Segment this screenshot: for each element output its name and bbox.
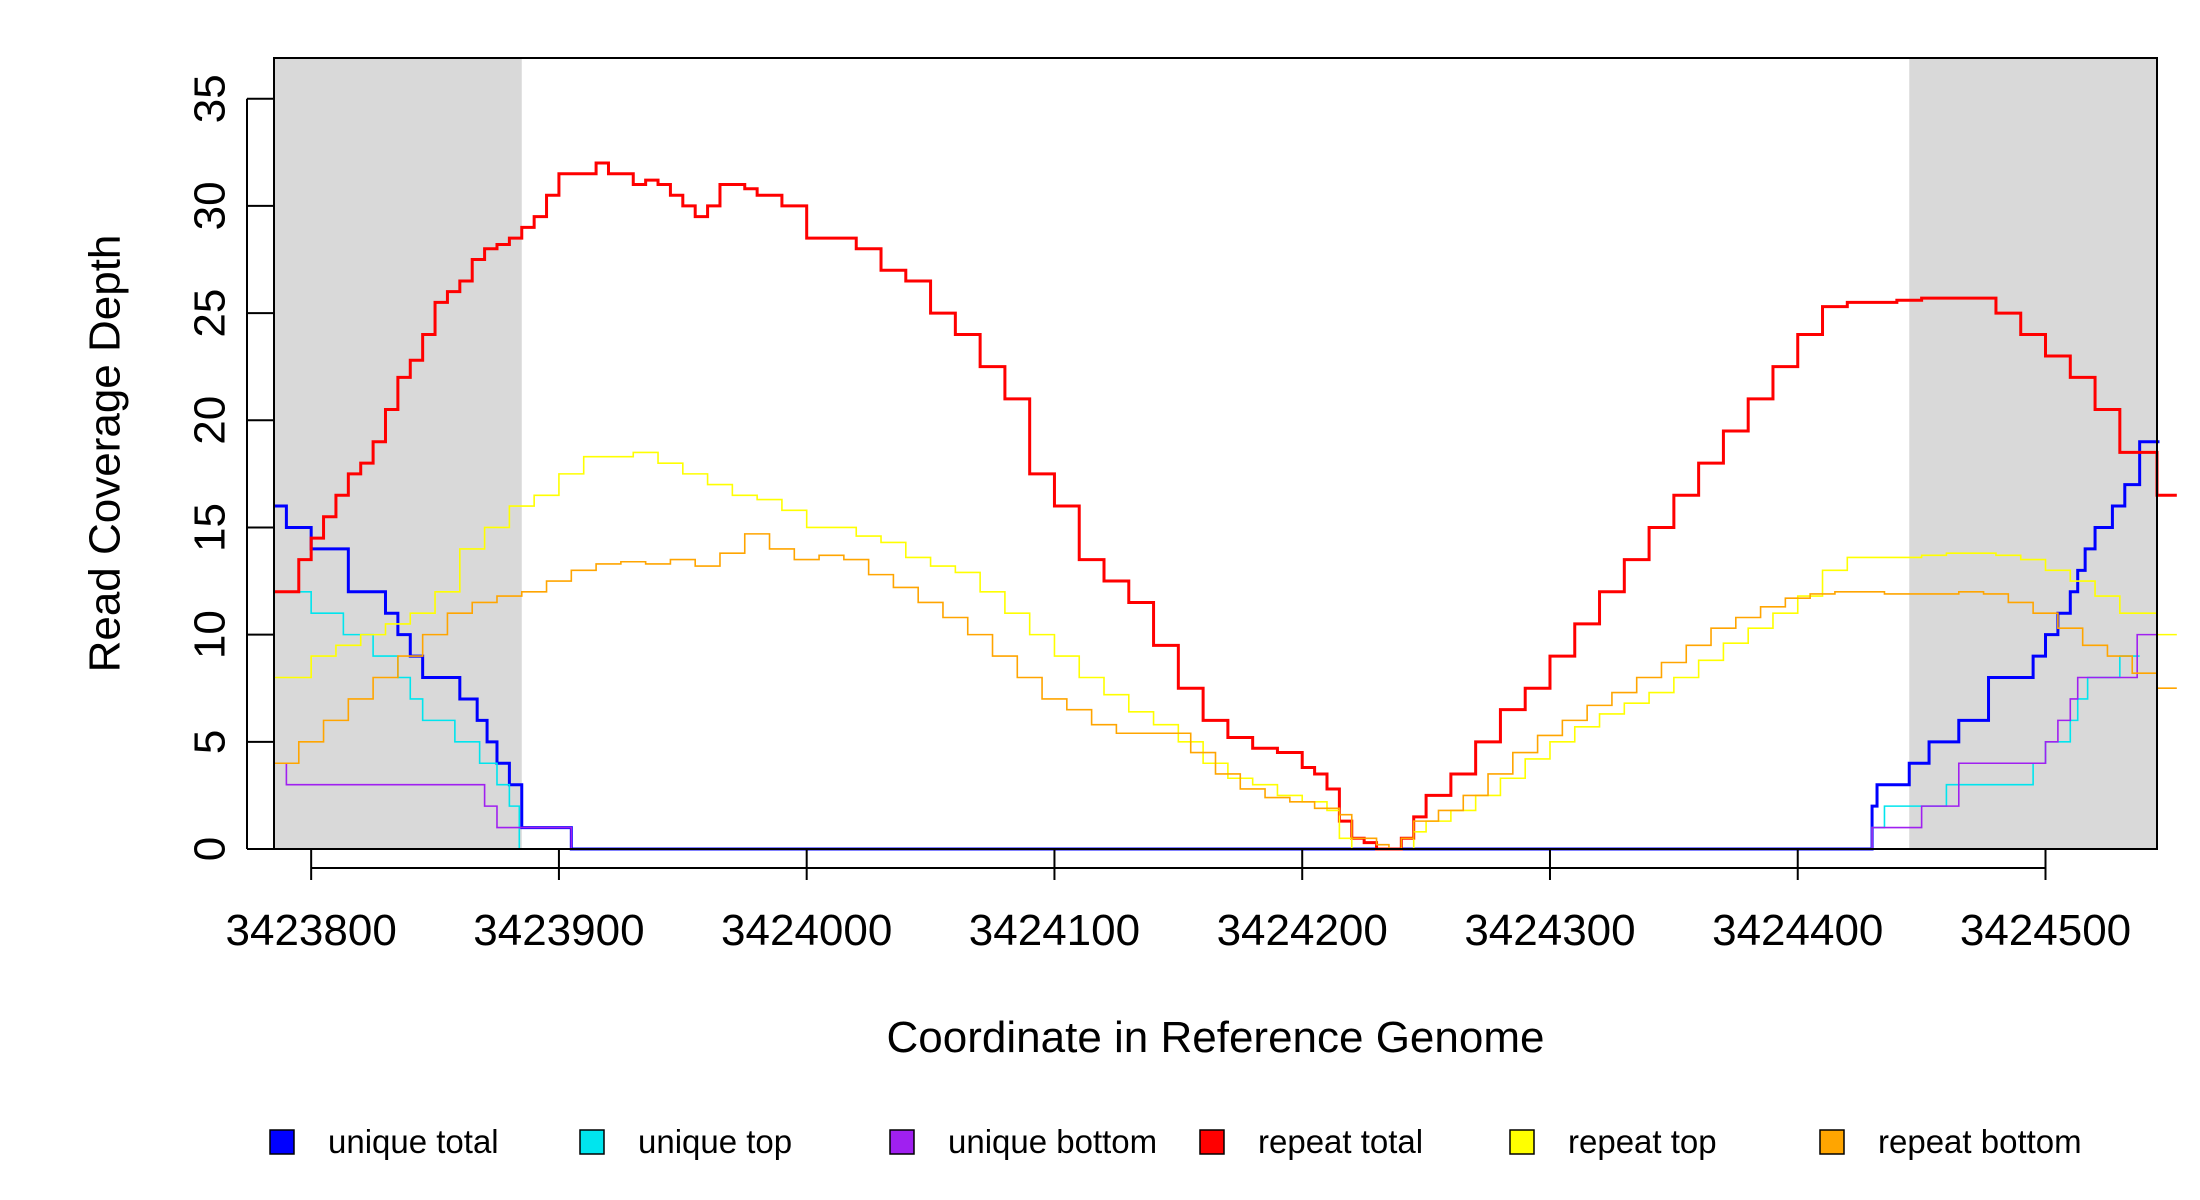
legend-label-repeat-bottom: repeat bottom: [1878, 1123, 2082, 1160]
x-tick-label: 3424000: [721, 906, 892, 955]
y-tick-label: 25: [186, 289, 235, 338]
y-tick-label: 30: [186, 181, 235, 230]
y-axis: 0 5 10 15 20 25 30 35: [186, 74, 274, 861]
legend-label-repeat-total: repeat total: [1258, 1123, 1423, 1160]
shaded-regions: [274, 58, 2157, 849]
x-axis-title: Coordinate in Reference Genome: [887, 1013, 1545, 1062]
x-tick-label: 3424500: [1960, 906, 2131, 955]
x-tick-label: 3423800: [226, 906, 397, 955]
series-layer: [274, 161, 2177, 851]
legend-label-unique-total: unique total: [328, 1123, 499, 1160]
shaded-region-0: [274, 58, 522, 849]
series-unique-bottom: [274, 633, 2157, 850]
series-repeat-bottom: [274, 533, 2177, 850]
x-tick-label: 3424100: [969, 906, 1140, 955]
x-axis: 3423800 3423900 3424000 3424100 3424200 34243…: [226, 849, 2131, 955]
series-unique-total: [274, 440, 2160, 851]
legend-swatch-repeat-total: [1199, 1129, 1225, 1155]
y-tick-label: 15: [186, 503, 235, 552]
legend-swatch-unique-bottom: [889, 1129, 915, 1155]
shaded-region-1: [1909, 58, 2157, 849]
y-tick-label: 35: [186, 74, 235, 123]
x-tick-label: 3424400: [1712, 906, 1883, 955]
legend-label-unique-top: unique top: [638, 1123, 792, 1160]
y-tick-label: 20: [186, 396, 235, 445]
x-tick-label: 3423900: [473, 906, 644, 955]
y-tick-label: 0: [186, 837, 235, 861]
legend-swatch-repeat-bottom: [1819, 1129, 1845, 1155]
plot-frame: [273, 57, 2158, 850]
y-tick-label: 5: [186, 730, 235, 754]
legend-swatch-unique-total: [269, 1129, 295, 1155]
series-repeat-total: [274, 161, 2177, 851]
x-tick-label: 3424300: [1464, 906, 1635, 955]
series-repeat-top: [274, 451, 2177, 850]
legend-swatch-repeat-top: [1509, 1129, 1535, 1155]
legend-swatch-unique-top: [579, 1129, 605, 1155]
legend-label-repeat-top: repeat top: [1568, 1123, 1717, 1160]
y-axis-title: Read Coverage Depth: [81, 235, 130, 673]
legend: unique total unique top unique bottom repea…: [269, 1123, 2082, 1160]
y-tick-label: 10: [186, 610, 235, 659]
x-tick-label: 3424200: [1217, 906, 1388, 955]
legend-label-unique-bottom: unique bottom: [948, 1123, 1157, 1160]
